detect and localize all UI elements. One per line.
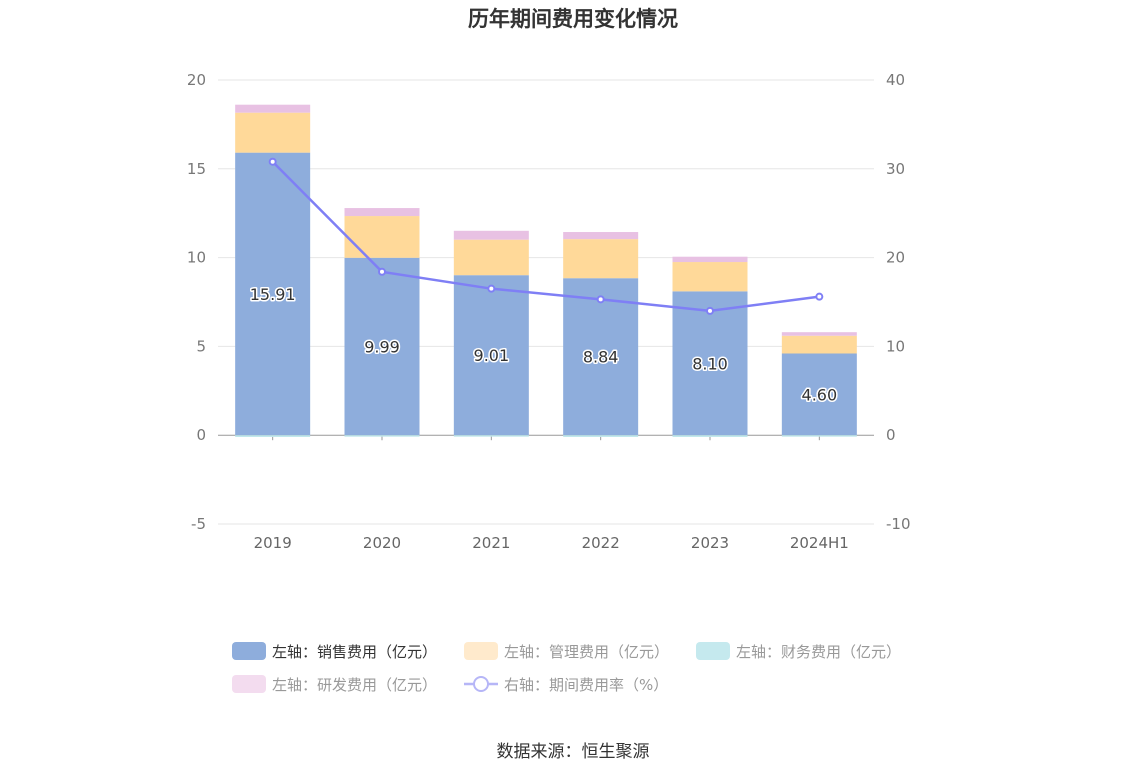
rate-point [268,157,277,166]
x-axis-tick-label: 2024H1 [790,534,849,552]
left-axis-tick-label: -5 [191,515,206,533]
rate-point [378,267,386,276]
bar-value-label: 9.99 [364,337,400,356]
legend-item-label: 左轴：销售费用（亿元） [272,643,437,661]
legend-item-label: 右轴：期间费用率（%） [504,676,668,694]
bar-segment [344,257,420,436]
bar-segment-finance [781,435,857,437]
grid-layer: 20 15 10 5 0 -5 40 30 20 10 0 -10 2019 2020 2021 2022 20… [187,71,911,552]
bar-segment [781,332,857,336]
rate-point [706,306,714,315]
bar-segment [563,239,639,279]
bar-segment [235,112,311,153]
right-axis-tick-label: 20 [886,249,905,267]
bar-value-label: 15.91 [250,285,296,304]
bar-segment [235,152,311,436]
bar-segment [563,278,639,436]
bar-segment [453,275,529,436]
bar-segment [781,353,857,436]
left-axis-tick-label: 0 [196,426,206,444]
x-axis-tick-label: 2021 [472,534,510,552]
bar-segment-finance [672,435,748,437]
legend-swatch [232,642,266,660]
legend-item-label: 左轴：财务费用（亿元） [736,643,901,661]
bar-segment-finance [344,435,420,437]
bar-segment [672,291,748,436]
legend: 左轴：销售费用（亿元） 左轴：管理费用（亿元） 左轴：财务费用（亿元） 左轴：研发费用… [232,642,901,694]
bar-segment [453,230,529,240]
bar-segment-finance [453,435,529,437]
bar-segment-finance [235,435,311,437]
bar-segment [344,216,420,258]
source-note: 数据来源：恒生聚源 [497,742,650,762]
right-axis-tick-label: -10 [886,515,911,533]
right-axis-tick-label: 30 [886,160,905,178]
legend-swatch [232,675,266,693]
bar-segment-finance [563,435,639,437]
left-axis-tick-label: 10 [187,249,206,267]
bar-segment [235,104,311,113]
rate-line [271,160,820,313]
bar-value-label: 8.84 [583,348,619,367]
line-layer [268,157,824,315]
legend-swatch [696,642,730,660]
legend-swatch [464,642,498,660]
bar-segment [453,239,529,276]
legend-point-swatch [473,676,489,692]
rate-point [596,295,605,304]
right-axis-tick-label: 40 [886,71,905,89]
left-axis-tick-label: 20 [187,71,206,89]
chart-title: 历年期间费用变化情况 [468,7,678,31]
bar-segment [344,208,420,217]
bar-value-label: 4.60 [802,385,838,404]
bar-segment [672,262,748,292]
x-axis-tick-label: 2023 [691,534,729,552]
bar-segment [563,232,639,240]
x-axis-tick-label: 2020 [363,534,401,552]
labels-layer: 15.91 9.99 9.01 8.84 8.10 4.60 [248,283,838,405]
bars-layer [235,104,857,437]
x-axis-tick-label: 2022 [582,534,620,552]
rate-point [487,284,496,293]
left-axis-tick-label: 15 [187,160,206,178]
bar-value-label: 8.10 [692,354,728,373]
left-axis-tick-label: 5 [196,337,206,355]
bar-value-label: 9.01 [474,346,510,365]
bar-segment [672,256,748,263]
rate-point [815,292,824,301]
legend-item-label: 左轴：管理费用（亿元） [504,643,669,661]
right-axis-tick-label: 0 [886,426,896,444]
legend-item-label: 左轴：研发费用（亿元） [272,676,437,694]
bar-segment [781,335,857,354]
right-axis-tick-label: 10 [886,337,905,355]
x-axis-tick-label: 2019 [254,534,292,552]
